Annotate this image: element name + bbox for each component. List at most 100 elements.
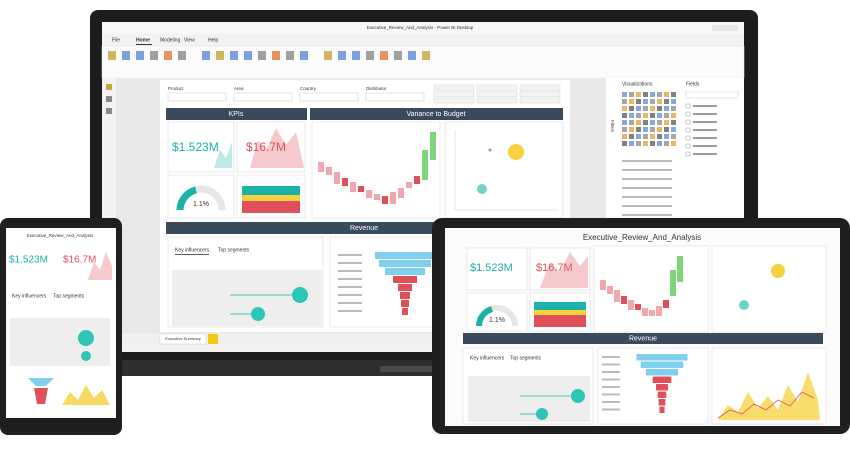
viz-icon[interactable] [664,141,669,146]
viz-icon[interactable] [671,141,676,146]
viz-icon[interactable] [671,127,676,132]
ribbon-tab[interactable]: View [184,37,195,43]
field-checkbox[interactable] [685,103,691,109]
slicer-button[interactable] [476,97,518,104]
viz-icon[interactable] [622,134,627,139]
viz-icon[interactable] [657,134,662,139]
viz-icon[interactable] [671,134,676,139]
viz-icon[interactable] [643,99,648,104]
search-box[interactable] [685,91,739,99]
slicer-button[interactable] [519,91,561,97]
ribbon-icon[interactable] [244,51,252,60]
viz-icon[interactable] [657,106,662,111]
viz-icon[interactable] [622,106,627,111]
ribbon-icon[interactable] [230,51,238,60]
viz-icon[interactable] [629,92,634,97]
viz-icon[interactable] [622,92,627,97]
ribbon-icon[interactable] [178,51,186,60]
slicer-button[interactable] [433,91,475,97]
ribbon-icon[interactable] [300,51,308,60]
ribbon-tab[interactable]: Help [208,37,219,43]
viz-icon[interactable] [629,127,634,132]
viz-icon[interactable] [636,127,641,132]
ribbon-tab[interactable]: Modeling [160,37,181,43]
field-checkbox[interactable] [685,119,691,125]
ribbon-icon[interactable] [164,51,172,60]
viz-icon[interactable] [657,120,662,125]
slicer-button[interactable] [519,84,561,91]
viz-icon[interactable] [671,113,676,118]
ribbon-icon[interactable] [408,51,416,60]
viz-icon[interactable] [643,113,648,118]
tab-key-influencers[interactable]: Key influencers [175,247,210,253]
filter-dropdown[interactable] [167,92,227,102]
viz-icon[interactable] [643,127,648,132]
viz-icon[interactable] [657,127,662,132]
ribbon-icon[interactable] [352,51,360,60]
viz-icon[interactable] [629,134,634,139]
viz-icon[interactable] [636,92,641,97]
viz-icon[interactable] [643,106,648,111]
viz-icon[interactable] [643,92,648,97]
viz-icon[interactable] [636,134,641,139]
filter-dropdown[interactable] [365,92,425,102]
viz-icon[interactable] [664,113,669,118]
ribbon-icon[interactable] [286,51,294,60]
viz-icon[interactable] [643,141,648,146]
viz-icon[interactable] [650,106,655,111]
page-tab[interactable]: Executive Summary [165,336,201,341]
field-checkbox[interactable] [685,111,691,117]
viz-icon[interactable] [643,134,648,139]
viz-icon[interactable] [671,92,676,97]
filter-dropdown[interactable] [233,92,293,102]
field-checkbox[interactable] [685,143,691,149]
viz-icon[interactable] [657,113,662,118]
viz-icon[interactable] [622,120,627,125]
viz-icon[interactable] [657,99,662,104]
viz-icon[interactable] [650,141,655,146]
viz-icon[interactable] [636,120,641,125]
viz-icon[interactable] [636,106,641,111]
tablet-tab-key-influencers[interactable]: Key influencers [470,355,505,361]
viz-icon[interactable] [664,134,669,139]
ribbon-icon[interactable] [108,51,116,60]
ribbon-icon[interactable] [122,51,130,60]
viz-icon[interactable] [650,127,655,132]
viz-icon[interactable] [629,99,634,104]
ribbon-tab[interactable]: Home [136,37,150,43]
viz-icon[interactable] [664,92,669,97]
ribbon-icon[interactable] [380,51,388,60]
ribbon-icon[interactable] [338,51,346,60]
viz-icon[interactable] [671,99,676,104]
slicer-button[interactable] [433,84,475,91]
viz-icon[interactable] [664,120,669,125]
ribbon-tab[interactable]: File [112,37,120,43]
slicer-button[interactable] [519,97,561,104]
ribbon-icon[interactable] [150,51,158,60]
viz-icon[interactable] [629,113,634,118]
viz-icon[interactable] [643,120,648,125]
viz-icon[interactable] [629,120,634,125]
field-checkbox[interactable] [685,127,691,133]
ribbon-icon[interactable] [422,51,430,60]
viz-icon[interactable] [650,120,655,125]
field-checkbox[interactable] [685,151,691,157]
viz-icon[interactable] [636,99,641,104]
viz-icon[interactable] [629,106,634,111]
ribbon-icon[interactable] [272,51,280,60]
viz-icon[interactable] [657,141,662,146]
viz-icon[interactable] [636,113,641,118]
tab-top-segments[interactable]: Top segments [218,247,250,253]
viz-icon[interactable] [671,106,676,111]
viz-icon[interactable] [664,99,669,104]
ribbon-icon[interactable] [136,51,144,60]
slicer-button[interactable] [476,84,518,91]
viz-icon[interactable] [664,106,669,111]
viz-icon[interactable] [657,92,662,97]
viz-icon[interactable] [650,99,655,104]
field-checkbox[interactable] [685,135,691,141]
viz-icon[interactable] [650,113,655,118]
filter-dropdown[interactable] [299,92,359,102]
viz-icon[interactable] [650,92,655,97]
viz-icon[interactable] [629,141,634,146]
